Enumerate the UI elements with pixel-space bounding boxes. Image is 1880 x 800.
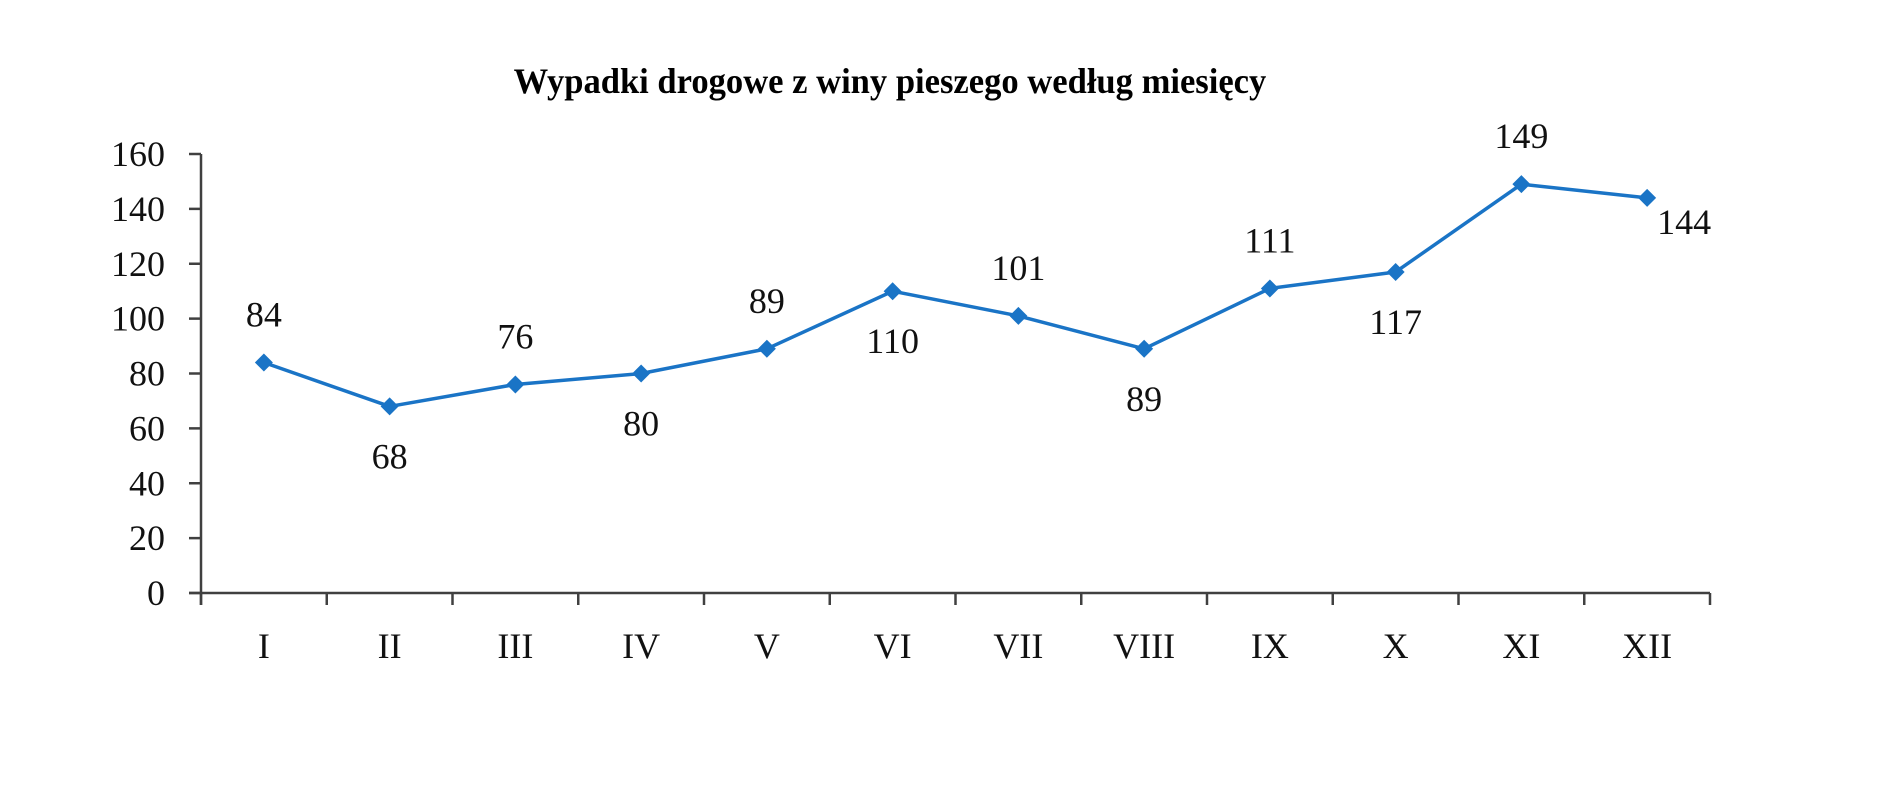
diamond-marker xyxy=(883,282,902,301)
data-labels: 84 68 76 80 89 110 101 89 111 117 149 144 xyxy=(246,116,1711,476)
chart-title: Wypadki drogowe z winy pieszego według m… xyxy=(513,61,1267,101)
data-label: 117 xyxy=(1369,302,1422,342)
data-label: 80 xyxy=(623,404,659,444)
data-label: 68 xyxy=(372,436,408,476)
data-label: 110 xyxy=(866,321,919,361)
diamond-marker xyxy=(1512,175,1531,194)
diamond-marker xyxy=(1638,188,1657,207)
diamond-marker xyxy=(506,375,525,394)
data-label: 89 xyxy=(1126,379,1162,419)
y-tick-label: 0 xyxy=(147,573,165,613)
x-category-label: IX xyxy=(1251,626,1289,666)
data-series xyxy=(254,175,1657,416)
x-category-label: V xyxy=(754,626,780,666)
diamond-marker xyxy=(380,397,399,416)
x-category-label: III xyxy=(497,626,533,666)
data-label: 84 xyxy=(246,295,282,335)
data-label: 144 xyxy=(1657,202,1711,242)
y-tick-label: 160 xyxy=(111,134,165,174)
x-category-label: VII xyxy=(993,626,1043,666)
y-tick-label: 20 xyxy=(129,518,165,558)
diamond-marker xyxy=(1135,339,1154,358)
data-label: 76 xyxy=(497,316,533,356)
x-category-label: XI xyxy=(1502,626,1540,666)
diamond-marker xyxy=(757,339,776,358)
y-tick-label: 60 xyxy=(129,408,165,448)
y-axis: 0 20 40 60 80 100 120 140 160 xyxy=(111,134,203,613)
diamond-marker xyxy=(632,364,651,383)
y-tick-label: 80 xyxy=(129,354,165,394)
x-category-label: II xyxy=(378,626,402,666)
x-category-label: VIII xyxy=(1113,626,1175,666)
diamond-marker xyxy=(254,353,273,372)
y-tick-label: 120 xyxy=(111,244,165,284)
x-category-label: IV xyxy=(622,626,660,666)
diamond-marker xyxy=(1386,262,1405,281)
x-category-label: X xyxy=(1383,626,1409,666)
data-label: 89 xyxy=(749,281,785,321)
x-category-label: I xyxy=(258,626,270,666)
diamond-marker xyxy=(1260,279,1279,298)
y-tick-label: 100 xyxy=(111,299,165,339)
series-line xyxy=(263,182,1648,409)
x-axis: I II III IV V VI VII VIII IX X XI XII xyxy=(189,591,1712,666)
y-tick-label: 40 xyxy=(129,463,165,503)
diamond-marker xyxy=(1009,306,1028,325)
y-tick-label: 140 xyxy=(111,189,165,229)
data-label: 111 xyxy=(1244,220,1295,260)
x-category-label: XII xyxy=(1622,626,1672,666)
data-label: 101 xyxy=(991,248,1045,288)
data-label: 149 xyxy=(1494,116,1548,156)
x-category-label: VI xyxy=(874,626,912,666)
